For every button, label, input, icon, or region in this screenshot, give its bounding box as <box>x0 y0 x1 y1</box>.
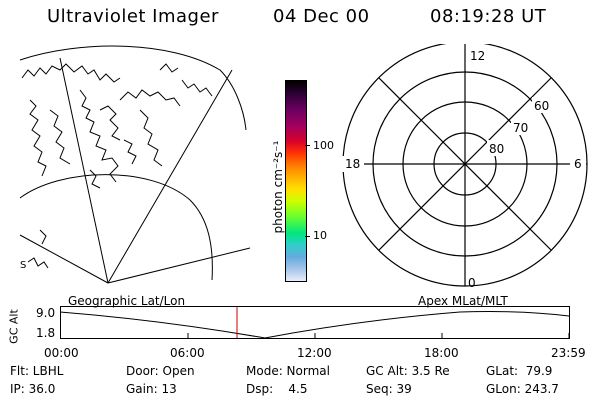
seq-info: Seq: 39 <box>366 382 412 396</box>
map-inner-arc <box>19 174 213 281</box>
coastline <box>49 109 71 165</box>
altitude-ytick-1.8: 1.8 <box>36 326 56 340</box>
gain-info: Gain: 13 <box>126 382 177 396</box>
ip-info: IP: 36.0 <box>10 382 56 396</box>
xtick-0000: 00:00 <box>44 346 79 360</box>
colorbar-tick-label-100: 100 <box>313 139 334 152</box>
map-meridian-line <box>107 69 233 284</box>
mlat-label-70: 70 <box>513 121 528 135</box>
coastline <box>79 89 119 183</box>
app-title: Ultraviolet Imager <box>47 6 219 27</box>
colorbar <box>285 80 307 282</box>
time-label: 08:19:28 UT <box>430 6 547 27</box>
mlt-diagonal <box>378 77 552 251</box>
coastline <box>181 79 213 97</box>
mlt-label-6: 6 <box>574 157 582 171</box>
coastline <box>21 63 121 83</box>
altitude-plot <box>60 306 570 339</box>
coastline <box>39 229 47 245</box>
map-outer-arc <box>19 45 247 131</box>
altitude-ytick-9: 9.0 <box>36 306 56 320</box>
map-meridian-line <box>59 57 109 284</box>
colorbar-unit-label: photon cm⁻²s⁻¹ <box>271 140 285 234</box>
altitude-ylabel: GC Alt <box>7 309 21 344</box>
xtick-0600: 06:00 <box>170 346 205 360</box>
altitude-curve <box>60 311 570 339</box>
geographic-label: Geographic Lat/Lon <box>68 294 186 308</box>
map-marker-label: S <box>20 260 26 271</box>
door-info: Door: Open <box>126 364 195 378</box>
coastline <box>29 99 47 177</box>
map-meridian-line <box>107 247 251 284</box>
mode-info: Mode: Normal <box>246 364 330 378</box>
xtick-1200: 12:00 <box>297 346 332 360</box>
mlat-label-60: 60 <box>534 99 549 113</box>
mlat-label-80: 80 <box>489 142 504 156</box>
glat-info: GLat: 79.9 <box>486 364 553 378</box>
coastline <box>89 169 101 189</box>
map-meridian-line <box>19 234 109 284</box>
coastline <box>119 89 181 107</box>
coastline <box>27 257 49 269</box>
colorbar-tick <box>305 145 310 146</box>
colorbar-tick <box>305 236 310 237</box>
mlt-label-0: 0 <box>468 276 476 290</box>
glon-info: GLon: 243.7 <box>486 382 559 396</box>
coastline <box>139 109 163 167</box>
mlt-label-12: 12 <box>470 49 485 63</box>
altitude-frame <box>60 306 570 339</box>
coastline <box>159 63 179 73</box>
date-label: 04 Dec 00 <box>273 6 370 27</box>
dsp-info: Dsp: 4.5 <box>246 382 308 396</box>
filter-info: Flt: LBHL <box>10 364 64 378</box>
polar-plot: 12 18 6 0 60 70 80 <box>342 44 588 290</box>
apex-label: Apex MLat/MLT <box>418 294 508 308</box>
mlt-label-18: 18 <box>345 157 360 171</box>
xtick-2359: 23:59 <box>551 346 586 360</box>
coastline <box>99 105 121 141</box>
gc-alt-info: GC Alt: 3.5 Re <box>366 364 450 378</box>
coastline <box>123 139 137 165</box>
geographic-map: S <box>19 45 251 284</box>
colorbar-tick-label-10: 10 <box>313 229 327 242</box>
xtick-1800: 18:00 <box>424 346 459 360</box>
